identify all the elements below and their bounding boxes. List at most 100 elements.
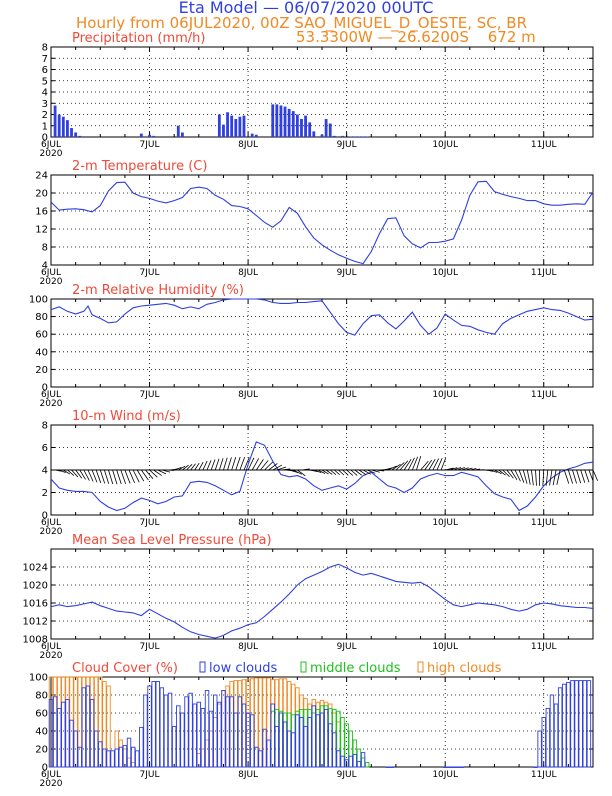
middle-cloud-bar	[308, 709, 312, 767]
low-cloud-bar	[111, 751, 115, 767]
high-cloud-bar	[238, 681, 242, 767]
wind-arrow	[564, 470, 569, 484]
low-cloud-bar	[546, 709, 550, 768]
series-line	[51, 564, 593, 638]
high-cloud-bar	[300, 695, 304, 767]
low-cloud-bar	[99, 742, 103, 767]
low-cloud-bar	[263, 729, 267, 767]
low-cloud-bar	[320, 713, 324, 767]
x-tick-label: 9JUL	[337, 770, 357, 780]
panel-frame	[51, 175, 593, 265]
middle-cloud-bar	[271, 711, 275, 767]
low-cloud-bar	[271, 704, 275, 767]
y-tick-label: 20	[35, 189, 48, 200]
low-cloud-bar	[119, 747, 123, 767]
wind-arrow	[211, 459, 215, 470]
low-cloud-bar	[390, 767, 394, 768]
high-cloud-bar	[230, 682, 234, 768]
precip-bar	[255, 135, 258, 137]
high-cloud-bar	[213, 718, 217, 768]
wind-arrow	[228, 457, 232, 470]
low-cloud-bar	[66, 700, 70, 768]
x-tick-label: 7JUL	[140, 140, 160, 150]
middle-cloud-bar	[320, 706, 324, 767]
x-tick-label: 11JUL	[531, 390, 557, 400]
high-cloud-bar	[255, 678, 259, 767]
panel-title: Cloud Cover (%)	[72, 661, 178, 676]
middle-cloud-bar	[316, 709, 320, 767]
y-tick-label: 40	[35, 347, 48, 358]
x-tick-label: 7JUL	[140, 390, 160, 400]
low-cloud-bar	[579, 681, 583, 767]
wind-arrow	[96, 470, 101, 483]
legend-label: high clouds	[427, 661, 502, 676]
high-cloud-bar	[234, 681, 238, 767]
low-cloud-bar	[209, 711, 213, 767]
low-cloud-bar	[148, 686, 152, 767]
low-cloud-bar	[534, 767, 538, 768]
wind-arrow	[593, 470, 598, 481]
precip-bar	[349, 136, 352, 137]
middle-cloud-bar	[283, 713, 287, 767]
high-cloud-bar	[103, 682, 107, 768]
x-tick-label: 2020	[40, 527, 63, 537]
high-cloud-bar	[250, 679, 254, 767]
wind-arrow	[553, 470, 556, 485]
precip-bar	[70, 128, 73, 137]
high-cloud-bar	[312, 700, 316, 768]
precip-bar	[341, 136, 344, 137]
low-cloud-bar	[103, 749, 107, 767]
low-cloud-bar	[242, 704, 246, 767]
x-tick-label: 2020	[40, 277, 63, 287]
low-cloud-bar	[218, 702, 222, 767]
x-tick-label: 7JUL	[140, 770, 160, 780]
y-tick-label: 7	[42, 54, 48, 65]
station-coordinates: 53.3300W — 26.6200S	[296, 28, 469, 46]
x-tick-label: 11JUL	[531, 770, 557, 780]
precip-bar	[284, 107, 287, 137]
middle-cloud-bar	[357, 749, 361, 767]
wind-arrow	[104, 470, 108, 484]
low-cloud-bar	[386, 767, 390, 768]
low-cloud-bar	[357, 762, 361, 767]
low-cloud-bar	[259, 751, 263, 767]
precip-bar	[234, 119, 237, 137]
high-cloud-bar	[267, 678, 271, 767]
precip-bar	[304, 116, 307, 137]
low-cloud-bar	[57, 709, 61, 768]
low-cloud-bar	[542, 718, 546, 768]
legend-label: middle clouds	[310, 661, 401, 676]
wind-arrow	[546, 470, 548, 486]
wind-arrow	[108, 470, 112, 484]
high-cloud-bar	[218, 704, 222, 767]
high-cloud-bar	[275, 680, 279, 767]
wind-arrow	[125, 470, 130, 483]
low-cloud-bar	[90, 700, 94, 768]
x-tick-label: 7JUL	[140, 518, 160, 528]
wind-arrow	[568, 470, 572, 484]
low-cloud-bar	[94, 731, 98, 767]
high-cloud-bar	[337, 722, 341, 767]
y-tick-label: 6	[42, 65, 48, 76]
wind-arrow	[113, 470, 117, 484]
low-cloud-bar	[172, 727, 176, 768]
precip-bar	[243, 116, 246, 137]
high-cloud-bar	[86, 677, 90, 767]
high-cloud-bar	[263, 678, 267, 767]
x-tick-label: 9JUL	[337, 390, 357, 400]
x-tick-label: 2020	[40, 399, 63, 409]
low-cloud-bar	[135, 751, 139, 767]
high-cloud-bar	[131, 763, 135, 768]
panel-frame	[51, 677, 593, 767]
low-cloud-bar	[558, 688, 562, 767]
middle-cloud-bar	[279, 711, 283, 767]
precip-bar	[288, 109, 291, 137]
middle-cloud-bar	[361, 758, 365, 767]
middle-cloud-bar	[304, 709, 308, 767]
high-cloud-bar	[320, 700, 324, 767]
y-tick-label: 6	[42, 443, 48, 454]
low-cloud-bar	[168, 693, 172, 767]
